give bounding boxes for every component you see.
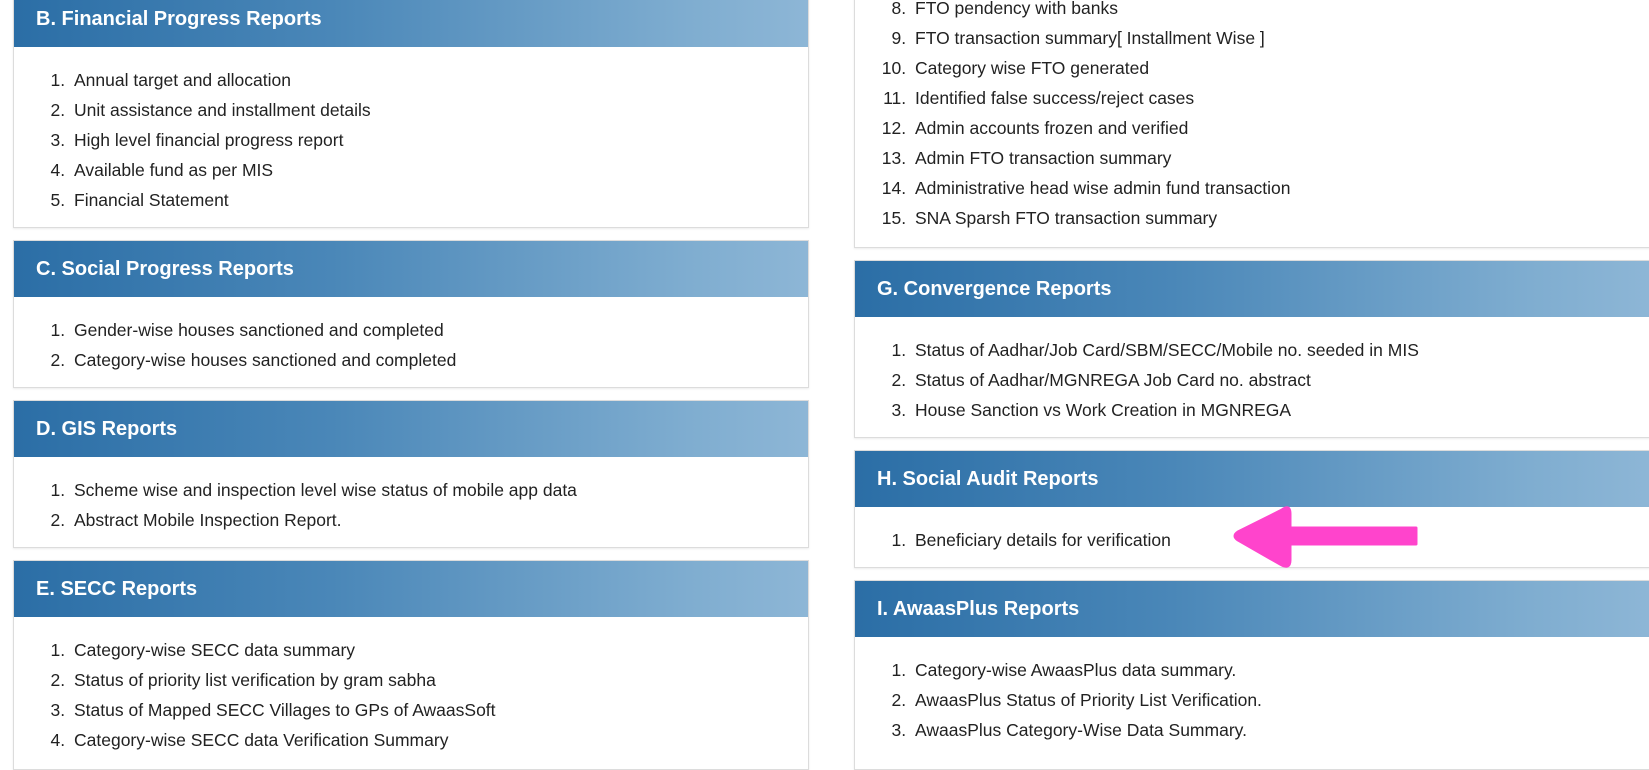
report-link[interactable]: Category-wise AwaasPlus data summary. — [911, 655, 1649, 685]
section-secc-reports: E. SECC Reports Category-wise SECC data … — [13, 560, 809, 770]
section-convergence-reports: G. Convergence Reports Status of Aadhar/… — [854, 260, 1649, 438]
section-social-audit-reports: H. Social Audit Reports Beneficiary deta… — [854, 450, 1649, 568]
report-link[interactable]: Beneficiary details for verification — [911, 525, 1649, 555]
report-link[interactable]: Available fund as per MIS — [70, 155, 808, 185]
report-link[interactable]: Status of Mapped SECC Villages to GPs of… — [70, 695, 808, 725]
report-link[interactable]: Status of Aadhar/Job Card/SBM/SECC/Mobil… — [911, 335, 1649, 365]
report-link[interactable]: Category-wise SECC data summary — [70, 635, 808, 665]
report-link[interactable]: Category wise FTO generated — [911, 53, 1649, 83]
section-title: D. GIS Reports — [14, 401, 808, 457]
report-link[interactable]: SNA Sparsh FTO transaction summary — [911, 203, 1649, 233]
report-link[interactable]: Administrative head wise admin fund tran… — [911, 173, 1649, 203]
section-fto-reports: FTO pendency with banksFTO transaction s… — [854, 0, 1649, 248]
section-title: C. Social Progress Reports — [14, 241, 808, 297]
section-financial-progress-reports: B. Financial Progress Reports Annual tar… — [13, 0, 809, 228]
report-list: Gender-wise houses sanctioned and comple… — [14, 297, 808, 375]
section-awaasplus-reports: I. AwaasPlus Reports Category-wise Awaas… — [854, 580, 1649, 770]
report-link[interactable]: Category-wise houses sanctioned and comp… — [70, 345, 808, 375]
section-title: B. Financial Progress Reports — [14, 0, 808, 47]
report-link[interactable]: Financial Statement — [70, 185, 808, 215]
report-link[interactable]: AwaasPlus Status of Priority List Verifi… — [911, 685, 1649, 715]
report-link[interactable]: Annual target and allocation — [70, 65, 808, 95]
report-link[interactable]: High level financial progress report — [70, 125, 808, 155]
report-list: Beneficiary details for verification — [855, 507, 1649, 555]
section-title: I. AwaasPlus Reports — [855, 581, 1649, 637]
section-social-progress-reports: C. Social Progress Reports Gender-wise h… — [13, 240, 809, 388]
report-link[interactable]: Status of priority list verification by … — [70, 665, 808, 695]
section-title: E. SECC Reports — [14, 561, 808, 617]
report-link[interactable]: Status of Aadhar/MGNREGA Job Card no. ab… — [911, 365, 1649, 395]
report-link[interactable]: Scheme wise and inspection level wise st… — [70, 475, 808, 505]
report-link[interactable]: FTO pendency with banks — [911, 0, 1649, 23]
section-title: H. Social Audit Reports — [855, 451, 1649, 507]
report-link[interactable]: House Sanction vs Work Creation in MGNRE… — [911, 395, 1649, 425]
report-list: FTO pendency with banksFTO transaction s… — [855, 0, 1649, 233]
report-link[interactable]: Unit assistance and installment details — [70, 95, 808, 125]
report-link[interactable]: Gender-wise houses sanctioned and comple… — [70, 315, 808, 345]
report-list: Status of Aadhar/Job Card/SBM/SECC/Mobil… — [855, 317, 1649, 425]
report-link[interactable]: Category-wise SECC data Verification Sum… — [70, 725, 808, 755]
report-link[interactable]: AwaasPlus Category-Wise Data Summary. — [911, 715, 1649, 745]
report-link[interactable]: Admin FTO transaction summary — [911, 143, 1649, 173]
report-list: Scheme wise and inspection level wise st… — [14, 457, 808, 535]
report-list: Category-wise AwaasPlus data summary.Awa… — [855, 637, 1649, 745]
section-title: G. Convergence Reports — [855, 261, 1649, 317]
arrow-left-icon — [1233, 506, 1418, 568]
report-link[interactable]: Abstract Mobile Inspection Report. — [70, 505, 808, 535]
report-link[interactable]: FTO transaction summary[ Installment Wis… — [911, 23, 1649, 53]
section-gis-reports: D. GIS Reports Scheme wise and inspectio… — [13, 400, 809, 548]
report-list: Annual target and allocationUnit assista… — [14, 47, 808, 215]
report-link[interactable]: Admin accounts frozen and verified — [911, 113, 1649, 143]
report-link[interactable]: Identified false success/reject cases — [911, 83, 1649, 113]
report-list: Category-wise SECC data summaryStatus of… — [14, 617, 808, 755]
